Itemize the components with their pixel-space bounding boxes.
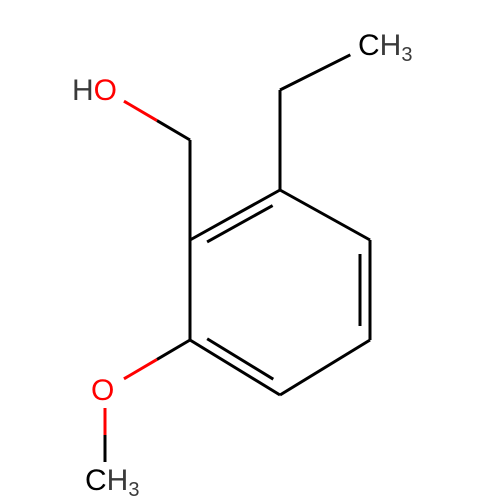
svg-text:CH3: CH3	[358, 29, 412, 66]
svg-text:CH3: CH3	[85, 464, 139, 500]
molecule-canvas: HO CH3 O CH3	[0, 0, 500, 500]
svg-text:HO: HO	[72, 74, 117, 107]
svg-text:O: O	[91, 374, 114, 407]
bonds	[105, 55, 370, 462]
